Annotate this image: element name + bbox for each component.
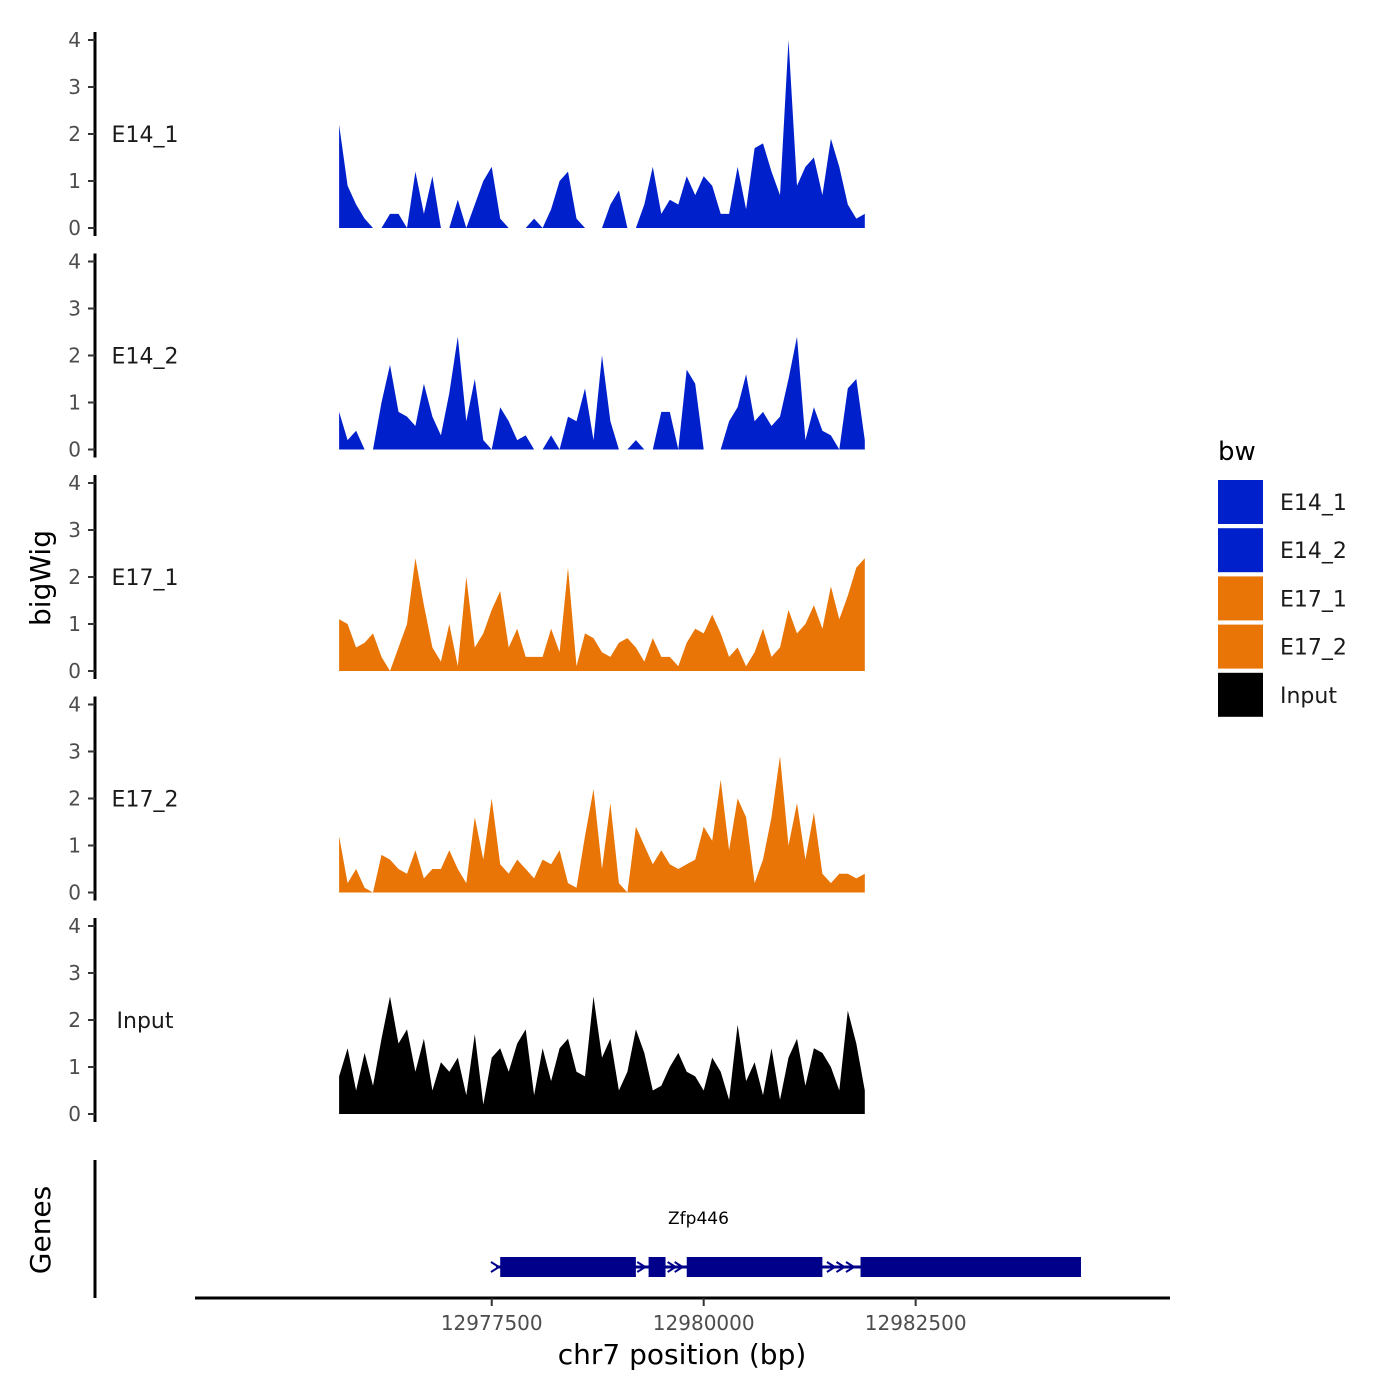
signal-area-e14-2: [339, 336, 865, 450]
y-tick-label: 3: [68, 75, 81, 99]
legend-item: E17_2: [1218, 624, 1347, 669]
y-tick-label: 2: [68, 1008, 81, 1032]
track-label: E17_1: [112, 566, 179, 591]
y-tick-label: 1: [68, 834, 81, 858]
track-label: E14_2: [112, 345, 179, 370]
legend-label: Input: [1280, 684, 1337, 709]
y-tick-label: 4: [68, 693, 81, 717]
track-e17-1: 0 1 2 3 4 E17_1: [68, 471, 865, 683]
track-label: E17_2: [112, 788, 179, 813]
legend-label: E14_1: [1280, 491, 1347, 516]
x-tick-label: 12977500: [441, 1311, 543, 1335]
y-tick-label: 3: [68, 518, 81, 542]
strand-arrow: [674, 1261, 685, 1273]
legend-label: E17_2: [1280, 636, 1347, 661]
y-tick-label: 3: [68, 740, 81, 764]
y-tick-label: 0: [68, 1102, 81, 1126]
y-tick-label: 0: [68, 438, 81, 462]
y-tick-label: 0: [68, 659, 81, 683]
y-tick-label: 4: [68, 914, 81, 938]
y-tick-label: 4: [68, 28, 81, 52]
track-label: Input: [117, 1009, 174, 1034]
y-tick-label: 2: [68, 787, 81, 811]
x-tick-label: 12980000: [653, 1311, 755, 1335]
y-tick-label: 3: [68, 961, 81, 985]
gene-exon: [860, 1257, 1081, 1277]
legend-item: E14_1: [1218, 480, 1347, 524]
legend-item: Input: [1218, 672, 1337, 717]
genes-panel-title: Genes: [24, 1186, 57, 1274]
legend-item: E14_2: [1218, 528, 1347, 573]
y-tick-label: 0: [68, 216, 81, 240]
track-e17-2: 0 1 2 3 4 E17_2: [68, 693, 865, 905]
strand-arrow: [667, 1261, 678, 1273]
gene-name-label: Zfp446: [668, 1209, 729, 1229]
signal-area-e17-2: [339, 756, 865, 893]
legend-item: E17_1: [1218, 576, 1347, 621]
signal-tracks: 0 1 2 3 4 E14_1 0 1 2 3 4 E14_2 0 1 2 3 4 E17_1 0 1 2 3 4 E17_2…: [68, 28, 865, 1126]
y-tick-label: 1: [68, 612, 81, 636]
strand-arrow: [636, 1261, 648, 1273]
legend-label: E14_2: [1280, 539, 1347, 564]
y-tick-label: 2: [68, 565, 81, 589]
y-tick-label: 1: [68, 1055, 81, 1079]
legend-label: E17_1: [1280, 587, 1347, 612]
y-axis-title: bigWig: [24, 530, 57, 626]
legend-swatch: [1218, 672, 1263, 717]
x-axis-title: chr7 position (bp): [558, 1338, 807, 1371]
strand-arrow: [845, 1261, 856, 1273]
track-e14-1: 0 1 2 3 4 E14_1: [68, 28, 865, 240]
y-tick-label: 3: [68, 297, 81, 321]
legend: bw E14_1 E14_2 E17_1 E17_2 Input: [1218, 437, 1347, 717]
track-label: E14_1: [112, 123, 179, 148]
strand-arrow: [826, 1261, 837, 1273]
legend-swatch: [1218, 624, 1263, 669]
genes-panel: Zfp446: [93, 1160, 1081, 1298]
legend-swatch: [1218, 528, 1263, 573]
y-tick-label: 4: [68, 471, 81, 495]
y-tick-label: 1: [68, 169, 81, 193]
signal-area-e14-1: [339, 40, 865, 228]
y-tick-label: 0: [68, 881, 81, 905]
gene-exon: [648, 1257, 666, 1277]
y-tick-label: 2: [68, 122, 81, 146]
gene-exon: [500, 1257, 636, 1277]
legend-title: bw: [1218, 437, 1256, 467]
y-tick-label: 4: [68, 250, 81, 274]
y-tick-label: 1: [68, 391, 81, 415]
x-tick-label: 12982500: [865, 1311, 967, 1335]
strand-arrow: [835, 1261, 847, 1273]
strand-arrow: [490, 1261, 501, 1273]
signal-area-input: [339, 996, 865, 1114]
track-input: 0 1 2 3 4 Input: [68, 914, 865, 1126]
legend-swatch: [1218, 576, 1263, 621]
x-axis: 12977500 12980000 12982500: [195, 1296, 1170, 1335]
signal-area-e17-1: [339, 558, 865, 671]
y-tick-label: 2: [68, 344, 81, 368]
gene-exon: [686, 1257, 823, 1277]
track-e14-2: 0 1 2 3 4 E14_2: [68, 250, 865, 462]
legend-swatch: [1218, 480, 1263, 524]
